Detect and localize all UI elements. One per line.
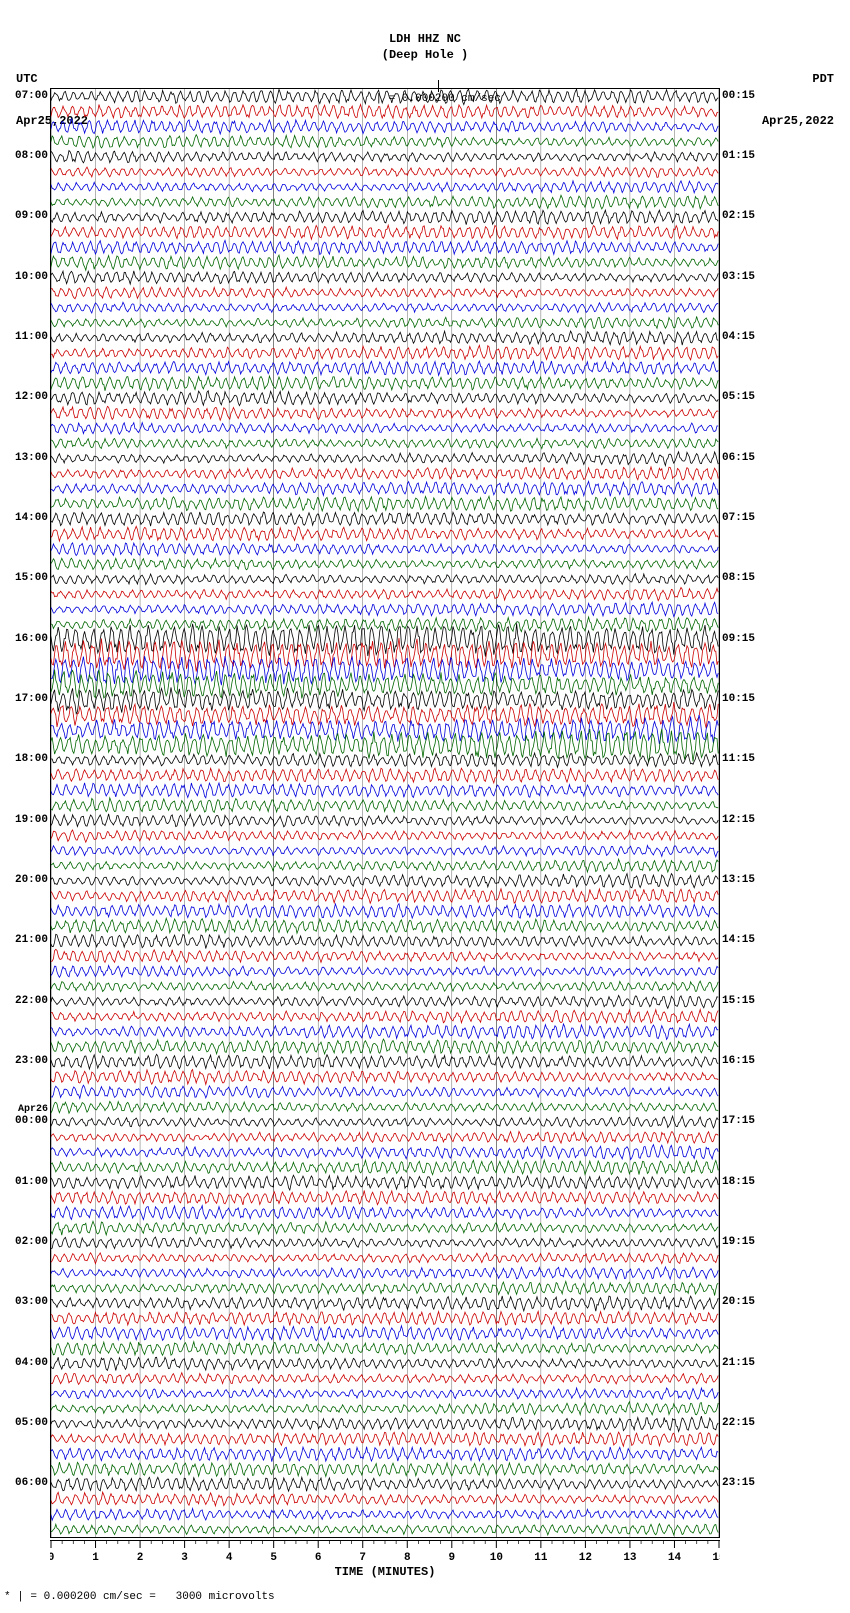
utc-hour-label: Apr2600:00 bbox=[10, 1105, 48, 1127]
utc-hour-label: 22:00 bbox=[10, 995, 48, 1007]
pdt-hour-label: 06:15 bbox=[722, 452, 755, 464]
pdt-hour-label: 03:15 bbox=[722, 271, 755, 283]
left-tz: UTC bbox=[16, 72, 88, 86]
svg-text:1: 1 bbox=[92, 1552, 99, 1564]
pdt-hour-label: 10:15 bbox=[722, 693, 755, 705]
helicorder-svg bbox=[51, 89, 719, 1537]
pdt-hour-label: 20:15 bbox=[722, 1296, 755, 1308]
pdt-hour-label: 12:15 bbox=[722, 814, 755, 826]
utc-hour-label: 02:00 bbox=[10, 1236, 48, 1248]
station-title: LDH HHZ NC bbox=[0, 32, 850, 46]
right-tz: PDT bbox=[762, 72, 834, 86]
utc-hour-label: 13:00 bbox=[10, 452, 48, 464]
utc-hour-label: 03:00 bbox=[10, 1296, 48, 1308]
svg-text:14: 14 bbox=[668, 1552, 682, 1564]
pdt-hour-label: 08:15 bbox=[722, 572, 755, 584]
svg-text:12: 12 bbox=[579, 1552, 592, 1564]
pdt-hour-label: 17:15 bbox=[722, 1115, 755, 1127]
utc-hour-label: 18:00 bbox=[10, 753, 48, 765]
utc-hour-label: 09:00 bbox=[10, 210, 48, 222]
svg-text:5: 5 bbox=[270, 1552, 277, 1564]
utc-hour-label: 06:00 bbox=[10, 1477, 48, 1489]
footer-scale-note: * | = 0.000200 cm/sec = 3000 microvolts bbox=[4, 1591, 275, 1603]
pdt-hour-label: 22:15 bbox=[722, 1417, 755, 1429]
utc-hour-label: 23:00 bbox=[10, 1055, 48, 1067]
x-axis-label: TIME (MINUTES) bbox=[50, 1565, 720, 1579]
header-right: PDT Apr25,2022 bbox=[762, 44, 834, 156]
svg-text:4: 4 bbox=[226, 1552, 233, 1564]
right-date: Apr25,2022 bbox=[762, 114, 834, 128]
pdt-hour-label: 00:15 bbox=[722, 90, 755, 102]
pdt-hour-label: 09:15 bbox=[722, 633, 755, 645]
svg-text:6: 6 bbox=[315, 1552, 322, 1564]
svg-text:0: 0 bbox=[50, 1552, 54, 1564]
utc-hour-label: 05:00 bbox=[10, 1417, 48, 1429]
utc-hour-label: 20:00 bbox=[10, 874, 48, 886]
pdt-hour-label: 16:15 bbox=[722, 1055, 755, 1067]
svg-text:9: 9 bbox=[448, 1552, 455, 1564]
utc-hour-label: 01:00 bbox=[10, 1176, 48, 1188]
pdt-hour-label: 21:15 bbox=[722, 1357, 755, 1369]
svg-text:8: 8 bbox=[404, 1552, 411, 1564]
utc-hour-label: 15:00 bbox=[10, 572, 48, 584]
pdt-hour-label: 04:15 bbox=[722, 331, 755, 343]
svg-text:7: 7 bbox=[359, 1552, 366, 1564]
pdt-hour-label: 05:15 bbox=[722, 391, 755, 403]
pdt-hour-label: 18:15 bbox=[722, 1176, 755, 1188]
station-location: (Deep Hole ) bbox=[0, 48, 850, 62]
pdt-hour-label: 02:15 bbox=[722, 210, 755, 222]
utc-hour-label: 19:00 bbox=[10, 814, 48, 826]
utc-hour-label: 16:00 bbox=[10, 633, 48, 645]
pdt-hour-label: 23:15 bbox=[722, 1477, 755, 1489]
utc-hour-label: 08:00 bbox=[10, 150, 48, 162]
svg-text:11: 11 bbox=[534, 1552, 548, 1564]
utc-hour-label: 10:00 bbox=[10, 271, 48, 283]
utc-hour-label: 04:00 bbox=[10, 1357, 48, 1369]
pdt-hour-label: 07:15 bbox=[722, 512, 755, 524]
pdt-hour-label: 19:15 bbox=[722, 1236, 755, 1248]
utc-hour-label: 12:00 bbox=[10, 391, 48, 403]
seismogram-page: LDH HHZ NC (Deep Hole ) | = 0.000200 cm/… bbox=[0, 0, 850, 1613]
pdt-hour-label: 11:15 bbox=[722, 753, 755, 765]
utc-hour-label: 07:00 bbox=[10, 90, 48, 102]
pdt-hour-label: 01:15 bbox=[722, 150, 755, 162]
svg-text:3: 3 bbox=[181, 1552, 188, 1564]
svg-text:15: 15 bbox=[712, 1552, 720, 1564]
svg-text:2: 2 bbox=[137, 1552, 144, 1564]
svg-text:13: 13 bbox=[623, 1552, 637, 1564]
utc-hour-label: 21:00 bbox=[10, 934, 48, 946]
utc-hour-label: 17:00 bbox=[10, 693, 48, 705]
utc-hour-label: 14:00 bbox=[10, 512, 48, 524]
svg-text:10: 10 bbox=[490, 1552, 503, 1564]
pdt-hour-label: 14:15 bbox=[722, 934, 755, 946]
utc-hour-label: 11:00 bbox=[10, 331, 48, 343]
pdt-hour-label: 13:15 bbox=[722, 874, 755, 886]
pdt-hour-label: 15:15 bbox=[722, 995, 755, 1007]
helicorder-plot bbox=[50, 88, 720, 1538]
